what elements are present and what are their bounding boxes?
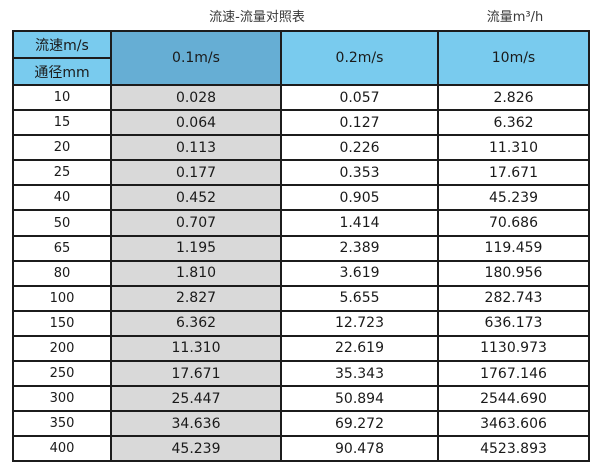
header-row-diameter: 通径mm	[12, 57, 589, 86]
diameter-cell: 200	[12, 334, 112, 363]
diameter-cell: 20	[12, 134, 112, 162]
flow-value-cell: 180.956	[437, 259, 590, 287]
diameter-cell: 50	[12, 209, 112, 237]
table-row: 65 1.195 2.389 119.459	[12, 234, 590, 262]
flow-value-cell: 3.619	[280, 259, 439, 287]
table-row: 10 0.028 0.057 2.826	[12, 83, 590, 112]
header-col-0-2ms: 0.2m/s	[280, 30, 439, 86]
flow-value-cell: 6.362	[110, 309, 282, 337]
table-row: 100 2.827 5.655 282.743	[12, 284, 590, 312]
diameter-cell: 15	[12, 109, 112, 137]
flow-value-cell: 2.827	[110, 284, 282, 312]
header-velocity-label: 流速m/s	[12, 30, 112, 59]
flow-value-cell: 69.272	[280, 410, 439, 438]
table-row: 15 0.064 0.127 6.362	[12, 109, 590, 137]
diameter-cell: 10	[12, 83, 112, 112]
flow-value-cell: 2544.690	[437, 385, 590, 413]
header-col-10ms: 10m/s	[437, 30, 590, 86]
table-row: 20 0.113 0.226 11.310	[12, 134, 590, 162]
table-row: 250 17.671 35.343 1767.146	[12, 360, 590, 388]
flow-value-cell: 5.655	[280, 284, 439, 312]
flow-value-cell: 1.195	[110, 234, 282, 262]
flow-value-cell: 11.310	[110, 334, 282, 363]
flow-value-cell: 2.389	[280, 234, 439, 262]
diameter-cell: 40	[12, 184, 112, 212]
diameter-cell: 150	[12, 309, 112, 337]
header-diameter-label: 通径mm	[12, 57, 112, 86]
flow-value-cell: 119.459	[437, 234, 590, 262]
table-header: 流速m/s 0.1m/s 0.2m/s 10m/s 通径mm	[12, 30, 590, 86]
flow-value-cell: 0.353	[280, 159, 439, 187]
table-row: 40 0.452 0.905 45.239	[12, 184, 590, 212]
flow-value-cell: 90.478	[280, 435, 439, 463]
flow-value-cell: 0.177	[110, 159, 282, 187]
flow-value-cell: 282.743	[437, 284, 590, 312]
table-row: 25 0.177 0.353 17.671	[12, 159, 590, 187]
flow-value-cell: 25.447	[110, 385, 282, 413]
diameter-cell: 250	[12, 360, 112, 388]
table-row: 400 45.239 90.478 4523.893	[12, 435, 590, 463]
table-row: 300 25.447 50.894 2544.690	[12, 385, 590, 413]
table-row: 150 6.362 12.723 636.173	[12, 309, 590, 337]
flow-value-cell: 17.671	[110, 360, 282, 388]
flow-value-cell: 0.064	[110, 109, 282, 137]
table-title: 流速-流量对照表	[209, 10, 305, 25]
flow-value-cell: 3463.606	[437, 410, 590, 438]
flow-value-cell: 34.636	[110, 410, 282, 438]
flow-value-cell: 1.810	[110, 259, 282, 287]
flow-value-cell: 11.310	[437, 134, 590, 162]
flow-rate-table: 流速m/s 0.1m/s 0.2m/s 10m/s 通径mm 10 0.028 0.…	[12, 30, 590, 463]
flow-value-cell: 4523.893	[437, 435, 590, 463]
flow-value-cell: 70.686	[437, 209, 590, 237]
header-col-0-1ms: 0.1m/s	[110, 30, 282, 86]
flow-value-cell: 45.239	[110, 435, 282, 463]
flow-value-cell: 0.226	[280, 134, 439, 162]
table-body: 10 0.028 0.057 2.826 15 0.064 0.127 6.362 20 0.11…	[12, 83, 590, 463]
table-row: 200 11.310 22.619 1130.973	[12, 334, 590, 363]
flow-value-cell: 1130.973	[437, 334, 590, 363]
page-titles: 流速-流量对照表 流量m³/h	[0, 0, 600, 30]
flow-value-cell: 35.343	[280, 360, 439, 388]
flow-unit-label: 流量m³/h	[486, 10, 544, 25]
flow-value-cell: 0.127	[280, 109, 439, 137]
diameter-cell: 100	[12, 284, 112, 312]
table-row: 350 34.636 69.272 3463.606	[12, 410, 590, 438]
flow-value-cell: 2.826	[437, 83, 590, 112]
diameter-cell: 350	[12, 410, 112, 438]
flow-value-cell: 45.239	[437, 184, 590, 212]
flow-value-cell: 17.671	[437, 159, 590, 187]
flow-value-cell: 12.723	[280, 309, 439, 337]
header-row-velocity: 流速m/s 0.1m/s 0.2m/s 10m/s	[12, 30, 590, 86]
flow-value-cell: 6.362	[437, 109, 590, 137]
flow-value-cell: 0.113	[110, 134, 282, 162]
diameter-cell: 25	[12, 159, 112, 187]
flow-value-cell: 0.452	[110, 184, 282, 212]
table-row: 80 1.810 3.619 180.956	[12, 259, 590, 287]
flow-value-cell: 0.057	[280, 83, 439, 112]
diameter-cell: 80	[12, 259, 112, 287]
flow-value-cell: 0.028	[110, 83, 282, 112]
table-row: 50 0.707 1.414 70.686	[12, 209, 590, 237]
flow-value-cell: 0.707	[110, 209, 282, 237]
flow-value-cell: 636.173	[437, 309, 590, 337]
diameter-cell: 400	[12, 435, 112, 463]
flow-value-cell: 50.894	[280, 385, 439, 413]
diameter-cell: 65	[12, 234, 112, 262]
flow-value-cell: 1767.146	[437, 360, 590, 388]
flow-value-cell: 1.414	[280, 209, 439, 237]
diameter-cell: 300	[12, 385, 112, 413]
flow-value-cell: 22.619	[280, 334, 439, 363]
flow-value-cell: 0.905	[280, 184, 439, 212]
